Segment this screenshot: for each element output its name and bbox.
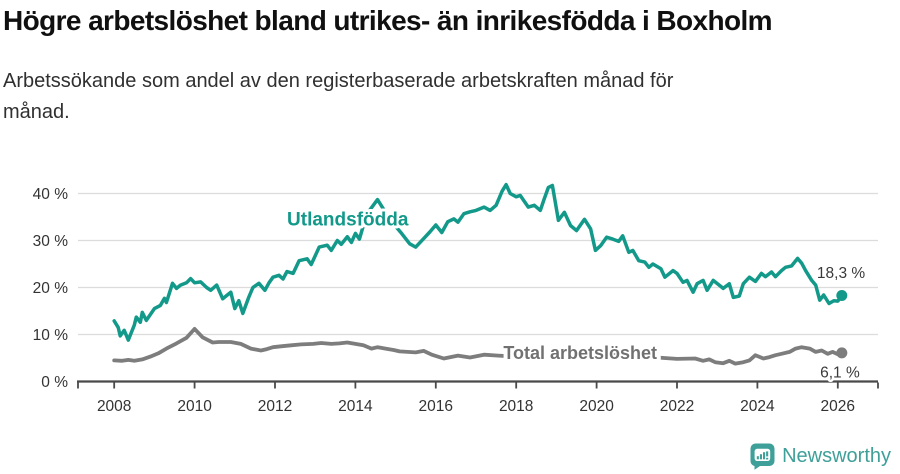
x-tick-label: 2010 (177, 398, 212, 415)
x-tick-label: 2020 (579, 398, 614, 415)
series-label: Total arbetslöshet (503, 343, 657, 363)
chart-subtitle: Arbetssökande som andel av den registerb… (3, 66, 673, 128)
x-tick-label: 2026 (821, 398, 855, 415)
series-label: 18,3 % (817, 265, 865, 282)
x-tick-label: 2018 (499, 398, 533, 415)
series-line-utlandsf-dda (112, 182, 844, 342)
x-tick-label: 2008 (97, 398, 131, 415)
y-tick-label: 40 % (33, 186, 69, 203)
brand-footer: Newsworthy (750, 443, 891, 470)
series-label: 6,1 % (820, 365, 860, 382)
series-end-dot-utlandsf-dda (836, 289, 848, 301)
chart-title: Högre arbetslöshet bland utrikes- än inr… (3, 5, 773, 36)
y-tick-label: 10 % (33, 327, 69, 344)
x-tick-label: 2022 (660, 398, 694, 415)
newsworthy-logo-icon (750, 443, 775, 470)
x-tick-label: 2016 (419, 398, 453, 415)
y-tick-label: 0 % (41, 374, 68, 391)
series-label: Utlandsfödda (287, 209, 409, 230)
chart-subtitle-line-2: månad. (3, 101, 70, 123)
x-tick-label: 2024 (740, 398, 775, 415)
x-tick-label: 2012 (258, 398, 292, 415)
series-line-total-arbetsl-shet (112, 326, 844, 366)
y-tick-label: 20 % (33, 280, 69, 297)
y-tick-label: 30 % (33, 233, 69, 250)
x-tick-label: 2014 (338, 398, 373, 415)
series-end-dot-total-arbetsl-shet (836, 347, 848, 359)
brand-name: Newsworthy (782, 445, 891, 467)
chart-subtitle-line-1: Arbetssökande som andel av den registerb… (3, 70, 674, 92)
